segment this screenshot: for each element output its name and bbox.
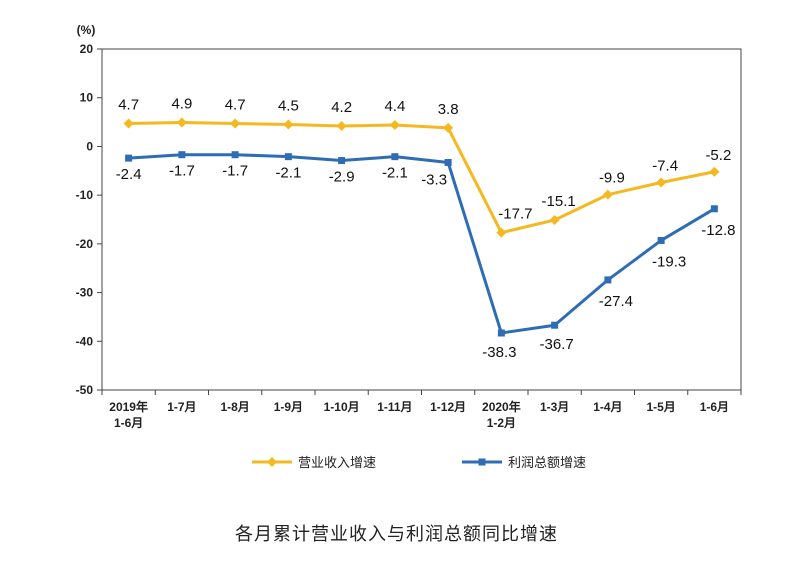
legend-label: 利润总额增速 [508, 456, 586, 471]
data-label: 4.9 [171, 96, 192, 113]
data-label: -9.9 [599, 170, 625, 187]
data-label: 4.4 [384, 98, 405, 115]
data-point-marker [497, 329, 505, 337]
data-point-marker [496, 227, 507, 238]
data-point-marker [656, 177, 667, 188]
data-point-marker [604, 276, 612, 284]
data-label: -2.1 [382, 165, 408, 182]
x-tick-label: 1-4月 [593, 400, 622, 414]
data-point-marker [389, 119, 400, 130]
data-label: -3.3 [421, 172, 447, 189]
x-tick-label: 1-7月 [167, 400, 196, 414]
data-label: -12.8 [701, 222, 735, 239]
data-label: -7.4 [652, 157, 678, 174]
x-tick-label: 1-5月 [646, 400, 675, 414]
data-point-marker [125, 154, 133, 162]
x-tick-label: 1-8月 [220, 400, 249, 414]
data-label: 4.2 [331, 99, 352, 116]
x-tick-label: 1-6月 [114, 416, 143, 430]
legend-marker [478, 458, 486, 466]
data-label: -2.4 [116, 166, 142, 183]
data-point-marker [123, 118, 134, 129]
data-label: -17.7 [498, 206, 532, 223]
data-point-marker [657, 236, 665, 244]
x-tick-label: 1-3月 [540, 400, 569, 414]
plot-area: 20 10 0 -10 -20 -30 -40 -50 (%) 2019年 1-6月 1-7月 1-8月… [76, 23, 742, 471]
data-label: 4.7 [225, 97, 246, 114]
data-point-marker [283, 119, 294, 130]
data-label: -19.3 [652, 253, 686, 270]
y-tick-label: -40 [76, 334, 94, 348]
data-point-marker [710, 205, 718, 213]
legend-label: 营业收入增速 [298, 456, 376, 471]
data-point-marker [391, 153, 399, 161]
data-label: -2.1 [275, 165, 301, 182]
y-unit-label: (%) [77, 23, 96, 37]
y-tick-label: -30 [76, 286, 94, 300]
data-point-marker [336, 120, 347, 131]
x-tick-label: 2019年 [109, 399, 148, 414]
data-label: 3.8 [438, 101, 459, 118]
x-tick-label: 2020年 [482, 399, 521, 414]
data-label: -38.3 [482, 344, 516, 361]
data-point-marker [284, 153, 292, 161]
legend-marker [267, 457, 277, 467]
data-point-marker [549, 214, 560, 225]
data-label: 4.7 [118, 97, 139, 114]
data-label: -27.4 [599, 293, 633, 310]
x-tick-label: 1-11月 [377, 400, 412, 414]
data-label: -15.1 [542, 193, 576, 210]
data-point-marker [230, 118, 241, 129]
data-point-marker [709, 166, 720, 177]
series-line-1 [128, 121, 715, 235]
chart-caption: 各月累计营业收入与利润总额同比增速 [235, 524, 558, 545]
series-line-2 [128, 153, 716, 335]
data-point-marker [551, 321, 559, 329]
x-tick-label: 1-2月 [487, 416, 516, 430]
data-label: -5.2 [705, 147, 731, 164]
data-label: -1.7 [169, 163, 195, 180]
plot-border [101, 48, 742, 391]
data-point-marker [444, 159, 452, 167]
y-tick-label: -10 [76, 188, 94, 202]
y-tick-label: 0 [86, 139, 93, 153]
y-tick-label: 20 [80, 42, 94, 56]
data-point-marker [338, 157, 346, 165]
data-point-marker [443, 122, 454, 133]
x-tick-label: 1-6月 [700, 400, 729, 414]
x-tick-label: 1-12月 [430, 400, 466, 414]
y-tick-label: -20 [76, 237, 94, 251]
data-label: 4.5 [278, 98, 299, 115]
data-label: -2.9 [329, 169, 355, 186]
data-point-marker [602, 189, 613, 200]
y-tick-label: 10 [80, 91, 94, 105]
data-label: -36.7 [540, 336, 574, 353]
x-tick-label: 1-10月 [324, 400, 360, 414]
y-tick-label: -50 [76, 383, 94, 397]
data-label: -1.7 [222, 163, 248, 180]
data-point-marker [178, 151, 186, 159]
line-chart: 20 10 0 -10 -20 -30 -40 -50 (%) 2019年 1-6月 1-7月 1-8月… [76, 23, 742, 471]
data-point-marker [231, 151, 239, 159]
x-tick-label: 1-9月 [274, 400, 303, 414]
data-point-marker [176, 117, 187, 128]
